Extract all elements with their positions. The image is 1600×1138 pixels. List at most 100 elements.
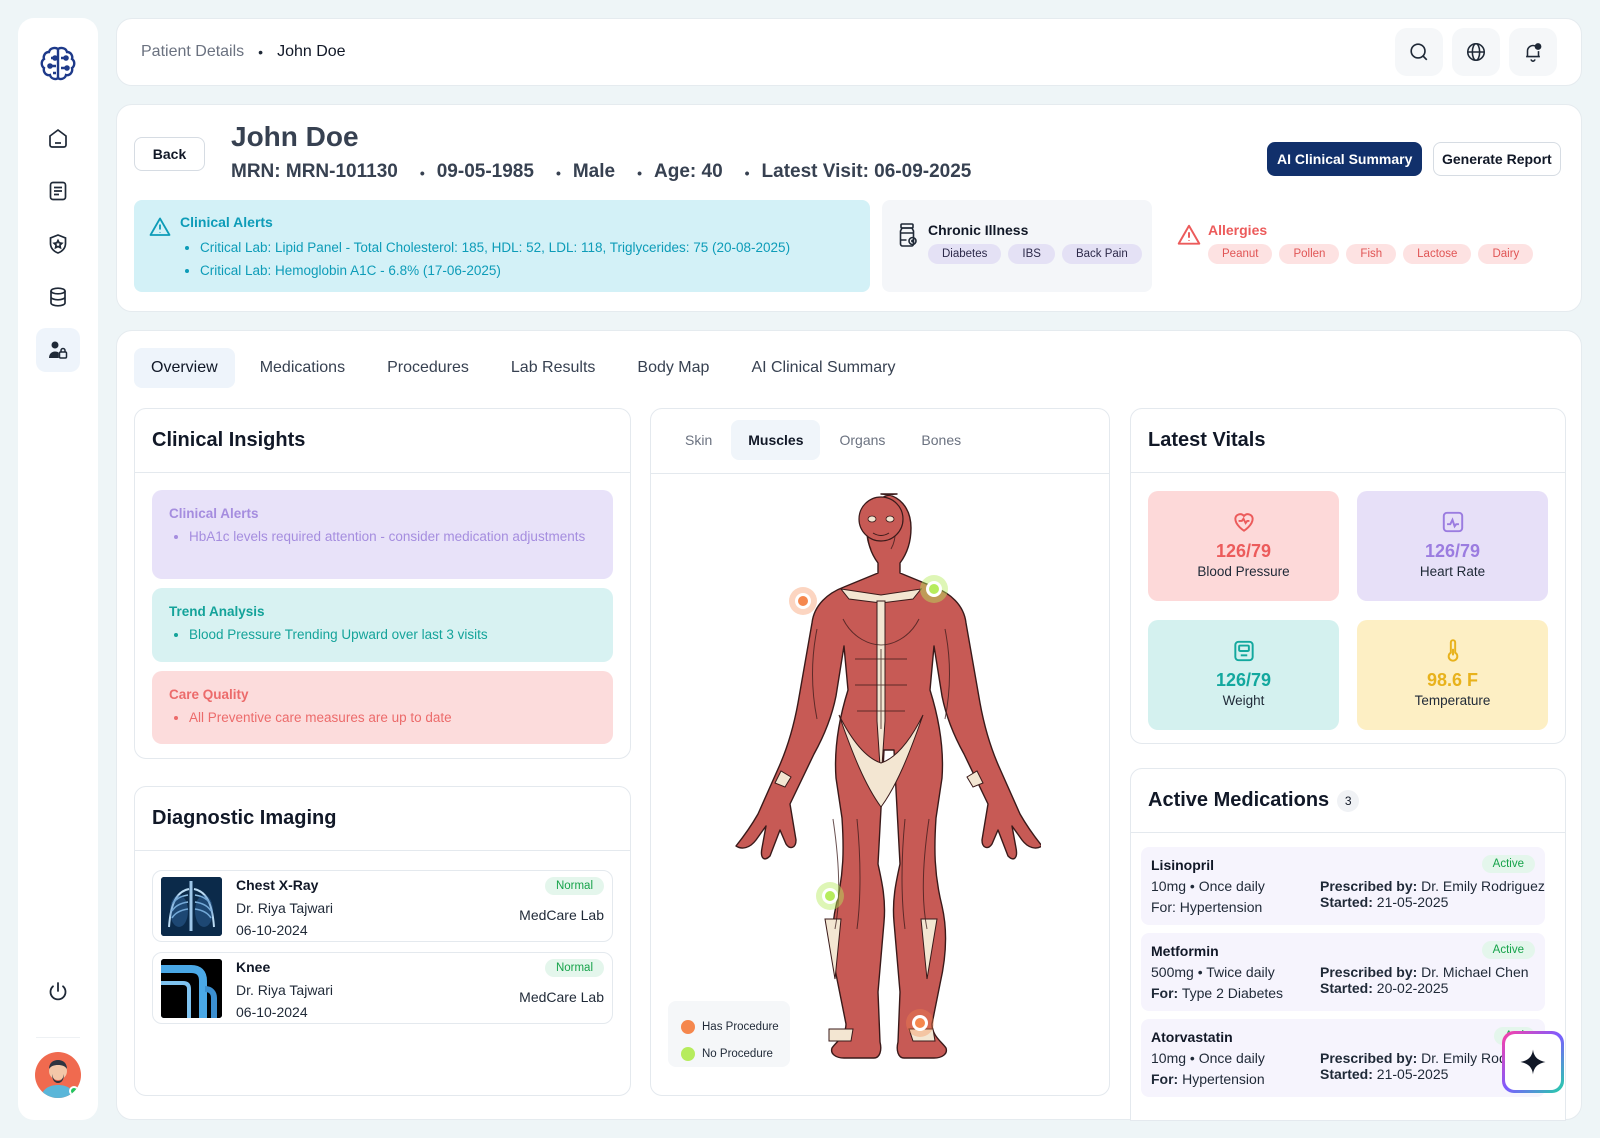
legend-has-procedure: Has Procedure [702, 1020, 779, 1033]
sidebar-divider [36, 1037, 80, 1038]
imaging-date: 06-10-2024 [236, 922, 308, 938]
allergy-chip: Lactose [1403, 244, 1472, 264]
clinical-alerts-list: Critical Lab: Lipid Panel - Total Choles… [180, 236, 870, 282]
active-medications-header: Active Medications 3 [1131, 769, 1565, 833]
body-map-legend: Has Procedure No Procedure [668, 1001, 790, 1067]
tab-bar: Overview Medications Procedures Lab Resu… [134, 348, 912, 388]
globe-icon [1465, 41, 1487, 63]
imaging-name: Knee [236, 959, 271, 975]
vital-heart-rate: 126/79 Heart Rate [1357, 491, 1548, 601]
vital-label: Heart Rate [1419, 564, 1486, 579]
meta-separator: • [637, 165, 642, 181]
tab-medications[interactable]: Medications [259, 359, 346, 376]
procedure-marker-none[interactable] [816, 882, 844, 910]
procedure-marker-has[interactable] [789, 587, 817, 615]
imaging-lab: MedCare Lab [519, 989, 604, 1005]
notifications-button[interactable] [1509, 28, 1557, 76]
imaging-name: Chest X-Ray [236, 877, 319, 893]
language-button[interactable] [1452, 28, 1500, 76]
back-button[interactable]: Back [134, 137, 205, 171]
body-map-card: Skin Muscles Organs Bones [650, 408, 1110, 1096]
warning-triangle-icon [1176, 222, 1202, 248]
clinical-alerts-panel: Clinical Alerts Critical Lab: Lipid Pane… [134, 200, 870, 292]
nav-security[interactable] [36, 222, 80, 266]
procedure-marker-has[interactable] [906, 1009, 934, 1037]
insight-title: Trend Analysis [169, 604, 265, 619]
patient-latest-visit: Latest Visit: 06-09-2025 [761, 161, 972, 182]
medication-dose: 500mg • Twice daily [1151, 964, 1275, 980]
medication-for: For: Hypertension [1151, 899, 1263, 915]
tab-lab-results[interactable]: Lab Results [510, 359, 596, 376]
body-tab-bones[interactable]: Bones [921, 432, 962, 448]
nav-home[interactable] [36, 116, 80, 160]
medication-dose: 10mg • Once daily [1151, 878, 1265, 894]
user-lock-icon [46, 338, 70, 362]
insight-title: Care Quality [169, 687, 249, 702]
knee-xray-thumbnail [161, 959, 222, 1018]
tab-body-map[interactable]: Body Map [637, 359, 710, 376]
allergy-chip: Peanut [1208, 244, 1273, 264]
vital-value: 126/79 [1215, 670, 1272, 690]
sidebar [18, 18, 98, 1120]
chronic-illness-title: Chronic Illness [928, 222, 1029, 238]
medication-name: Metformin [1151, 943, 1219, 959]
body-tab-organs[interactable]: Organs [839, 432, 886, 448]
patient-gender: Male [572, 161, 616, 182]
medication-item[interactable]: Metformin Active 500mg • Twice daily For… [1141, 933, 1545, 1011]
tab-overview[interactable]: Overview [134, 348, 235, 388]
patient-mrn: MRN: MRN-101130 [231, 161, 398, 182]
imaging-lab: MedCare Lab [519, 907, 604, 923]
procedure-marker-none[interactable] [920, 575, 948, 603]
patient-header: Back John Doe MRN: MRN-101130 • 09-05-19… [116, 104, 1582, 312]
imaging-doctor: Dr. Riya Tajwari [236, 982, 333, 998]
nav-database[interactable] [36, 275, 80, 319]
ai-assistant-button[interactable] [1502, 1031, 1564, 1093]
body-map-tabs: Skin Muscles Organs Bones [668, 420, 978, 460]
search-icon [1408, 41, 1430, 63]
medication-prescriber: Prescribed by: Dr. Emily Rod [1320, 1050, 1507, 1066]
breadcrumb-current: John Doe [277, 43, 346, 60]
body-tab-skin[interactable]: Skin [685, 432, 713, 448]
legend-no-procedure: No Procedure [702, 1047, 773, 1060]
breadcrumb-parent[interactable]: Patient Details [141, 43, 245, 60]
logout-button[interactable] [36, 970, 80, 1014]
vital-label: Weight [1222, 693, 1265, 708]
clinical-alert-item: Critical Lab: Hemoglobin A1C - 6.8% (17-… [200, 259, 870, 282]
meta-separator: • [744, 165, 750, 181]
bell-icon [1522, 41, 1544, 63]
medication-item[interactable]: Lisinopril Active 10mg • Once daily For:… [1141, 847, 1545, 925]
status-badge: Active [1481, 855, 1535, 873]
patient-dob: 09-05-1985 [436, 161, 534, 182]
imaging-doctor: Dr. Riya Tajwari [236, 900, 333, 916]
nav-patients[interactable] [36, 328, 80, 372]
chronic-illness-chip: Back Pain [1061, 244, 1142, 264]
imaging-row[interactable]: Knee Dr. Riya Tajwari 06-10-2024 Normal … [152, 952, 613, 1024]
nav-documents[interactable] [36, 169, 80, 213]
imaging-row[interactable]: Chest X-Ray Dr. Riya Tajwari 06-10-2024 … [152, 870, 613, 942]
active-medications-title: Active Medications [1148, 789, 1330, 811]
allergy-chip: Fish [1346, 244, 1397, 264]
vital-value: 126/79 [1215, 541, 1272, 561]
body-tab-muscles[interactable]: Muscles [731, 420, 821, 460]
sparkle-icon [1518, 1047, 1548, 1077]
medication-item[interactable]: Atorvastatin Acti 10mg • Once daily For:… [1141, 1019, 1545, 1097]
generate-report-button[interactable]: Generate Report [1433, 142, 1561, 176]
heart-rate-chart-icon [1357, 509, 1548, 535]
avatar[interactable] [35, 1052, 81, 1098]
scale-icon [1148, 638, 1339, 664]
vital-value: 126/79 [1424, 541, 1481, 561]
insight-care-quality: Care Quality All Preventive care measure… [152, 671, 613, 744]
medicine-bottle-icon [896, 222, 920, 248]
medication-name: Lisinopril [1151, 857, 1214, 873]
vital-weight: 126/79 Weight [1148, 620, 1339, 730]
search-button[interactable] [1395, 28, 1443, 76]
insight-clinical-alerts: Clinical Alerts HbA1c levels required at… [152, 490, 613, 579]
active-medications-card: Active Medications 3 Lisinopril Active 1… [1130, 768, 1566, 1121]
ai-clinical-summary-button[interactable]: AI Clinical Summary [1267, 142, 1423, 176]
status-badge: Active [1481, 941, 1535, 959]
tab-ai-clinical-summary[interactable]: AI Clinical Summary [751, 359, 896, 376]
chronic-illness-panel: Chronic Illness Diabetes IBS Back Pain [882, 200, 1152, 292]
tab-procedures[interactable]: Procedures [387, 359, 469, 376]
status-badge: Normal [544, 877, 604, 895]
vital-temperature: 98.6 F Temperature [1357, 620, 1548, 730]
